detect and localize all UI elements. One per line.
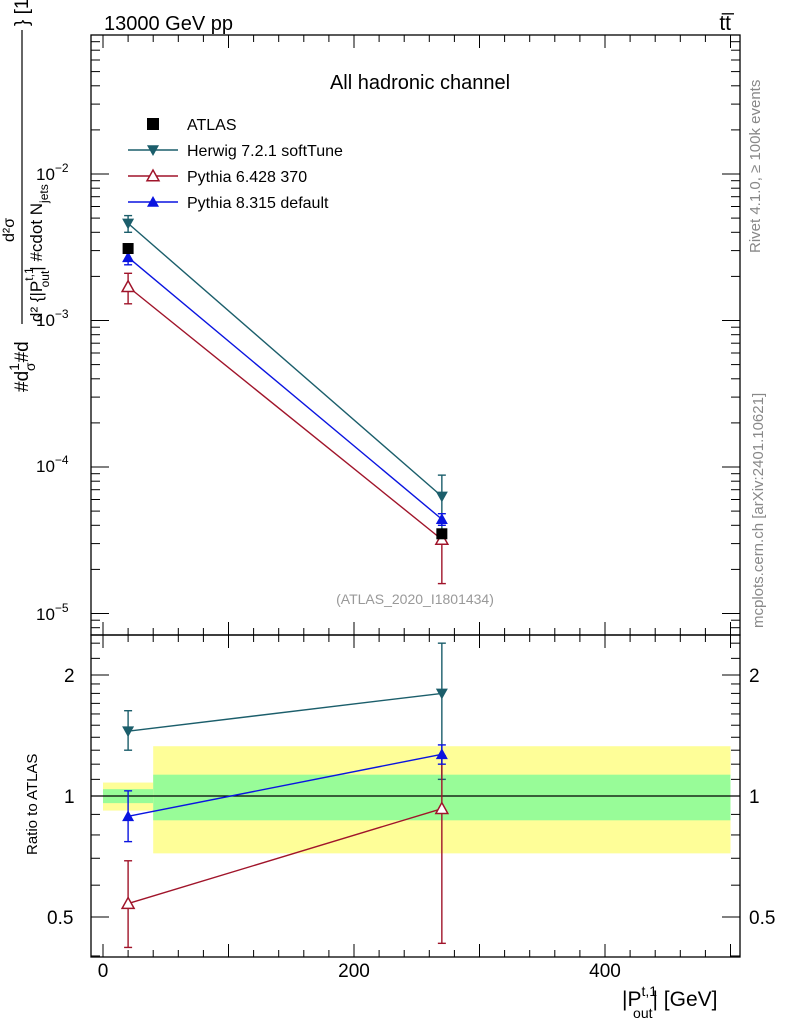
process-label: tt̅ (719, 12, 735, 35)
herwig-7-2-1-softtune-point (122, 218, 135, 230)
pythia-8-315-default-point (435, 513, 448, 525)
ytick-label-1e-4: 10−4 (36, 453, 69, 476)
svg-text:d²σ: d²σ (1, 218, 18, 242)
ratio-pythia-8-315-default-line (127, 753, 442, 818)
main-plot-marks (120, 214, 450, 585)
ratio-pythia-6-428-370-point (434, 801, 450, 815)
ratio-herwig-7-2-1-softtune-point (435, 688, 448, 700)
xtick-label-0: 0 (98, 961, 109, 982)
herwig-7-2-1-softtune-point (435, 491, 448, 503)
legend-label-atlas: ATLAS (187, 117, 237, 134)
ratio-ytick-1-left: 1 (64, 787, 75, 808)
ytick-label-1e-5: 10−5 (36, 601, 69, 624)
ratio-ytick-1-right: 1 (749, 787, 760, 808)
energy-label: 13000 GeV pp (104, 13, 233, 35)
main-ytick-labels: 10−2 10−3 10−4 10−5 (36, 161, 69, 624)
herwig-7-2-1-softtune-line (127, 222, 443, 497)
ratio-ytick-2-right: 2 (749, 666, 760, 687)
ratio-uncertainty-bands (91, 746, 740, 854)
ratio-pythia-8-315-default-point (122, 810, 135, 822)
legend-label-herwig: Herwig 7.2.1 softTune (187, 143, 343, 160)
rivet-label: Rivet 4.1.0, ≥ 100k events (747, 80, 764, 253)
pythia-8-315-default-line (127, 256, 443, 520)
xtick-label-400: 400 (589, 961, 621, 982)
ratio-ytick-2-left: 2 (64, 666, 75, 687)
legend-marker-atlas (147, 118, 159, 130)
ratio-pythia-6-428-370-point (120, 896, 136, 910)
atlas-point (122, 243, 134, 255)
svg-text:#d1σ#d: #d1σ#d (6, 341, 38, 392)
pythia-8-315-default-point (122, 251, 135, 263)
legend-entry-pythia6: Pythia 6.428 370 (128, 168, 307, 186)
xtick-labels: 0 200 400 (98, 961, 621, 982)
mcplots-label: mcplots.cern.ch [arXiv:2401.10621] (750, 393, 767, 628)
pythia-6-428-370-line (127, 286, 443, 541)
ratio-ytick-labels: 2 1 0.5 2 1 0.5 (47, 666, 775, 929)
legend-entry-atlas: ATLAS (147, 117, 237, 134)
legend-entry-herwig: Herwig 7.2.1 softTune (128, 143, 343, 160)
xtick-label-200: 200 (338, 961, 370, 982)
ratio-herwig-7-2-1-softtune-line (128, 692, 442, 732)
ratio-pythia-6-428-370-line (127, 807, 443, 905)
legend-marker-pythia6 (128, 168, 178, 182)
legend-marker-atlas (147, 118, 159, 130)
legend-marker-pythia8 (128, 196, 178, 207)
axis-ticks (91, 35, 740, 957)
legend-marker-pythia-6-428-370 (145, 168, 161, 182)
ratio-herwig-7-2-1-softtune-point (122, 726, 135, 738)
channel-title: All hadronic channel (330, 72, 510, 94)
ratio-pythia-8-315-default-point (435, 748, 448, 760)
legend-label-pythia6: Pythia 6.428 370 (187, 169, 307, 186)
ratio-plot-marks (120, 642, 450, 949)
legend: ATLAS Herwig 7.2.1 softTune Pythia 6.428… (128, 117, 343, 212)
legend-marker-herwig (128, 145, 178, 156)
legend-entry-pythia8: Pythia 8.315 default (128, 195, 329, 212)
pythia-6-428-370-point (120, 279, 136, 293)
atlas-point (436, 528, 448, 540)
xaxis-label: |Pt,1 out| [GeV] (622, 983, 718, 1021)
ratio-ylabel: Ratio to ATLAS (24, 754, 41, 855)
ratio-ytick-05-right: 0.5 (749, 908, 775, 929)
analysis-watermark: (ATLAS_2020_I1801434) (336, 591, 494, 607)
ratio-ytick-05-left: 0.5 (47, 908, 73, 929)
ytick-label-1e-2: 10−2 (36, 161, 69, 184)
legend-label-pythia8: Pythia 8.315 default (187, 195, 329, 212)
ytick-label-1e-3: 10−3 (36, 307, 69, 330)
legend-marker-pythia-8-315-default (147, 196, 159, 207)
svg-text:} [1/GeV]: } [1/GeV] (12, 0, 33, 26)
legend-marker-herwig-7-2-1-softtune (147, 145, 159, 156)
